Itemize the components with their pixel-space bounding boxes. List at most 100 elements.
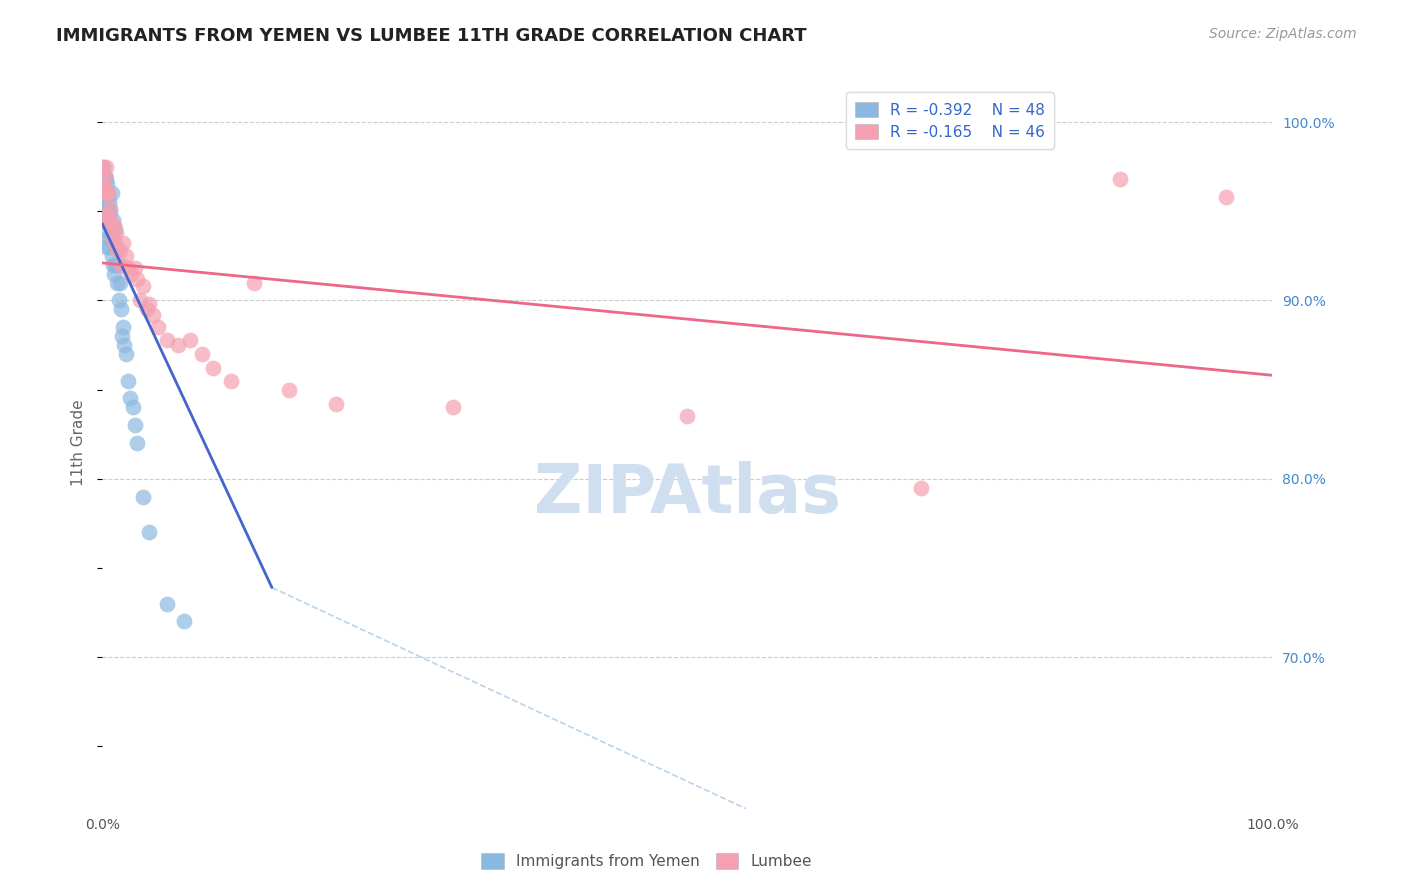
Point <box>121 267 143 281</box>
Point <box>219 374 242 388</box>
Point <box>120 392 142 406</box>
Point <box>107 244 129 258</box>
Point <box>117 261 139 276</box>
Y-axis label: 11th Grade: 11th Grade <box>72 400 86 486</box>
Point <box>93 169 115 183</box>
Point <box>97 186 120 201</box>
Point <box>93 169 115 183</box>
Point <box>202 361 225 376</box>
Point <box>441 401 464 415</box>
Point <box>155 333 177 347</box>
Point <box>127 436 149 450</box>
Point <box>96 213 118 227</box>
Point <box>117 374 139 388</box>
Point <box>93 204 115 219</box>
Point <box>94 160 117 174</box>
Point <box>93 222 115 236</box>
Point <box>97 231 120 245</box>
Point <box>96 186 118 201</box>
Text: Source: ZipAtlas.com: Source: ZipAtlas.com <box>1209 27 1357 41</box>
Point <box>105 240 128 254</box>
Point <box>98 213 121 227</box>
Point <box>104 258 127 272</box>
Point <box>111 329 134 343</box>
Point <box>124 261 146 276</box>
Point <box>103 222 125 236</box>
Point <box>94 183 117 197</box>
Point <box>190 347 212 361</box>
Point <box>173 615 195 629</box>
Point <box>94 208 117 222</box>
Point <box>100 231 122 245</box>
Text: IMMIGRANTS FROM YEMEN VS LUMBEE 11TH GRADE CORRELATION CHART: IMMIGRANTS FROM YEMEN VS LUMBEE 11TH GRA… <box>56 27 807 45</box>
Point <box>107 258 129 272</box>
Point <box>93 178 115 192</box>
Point <box>114 338 136 352</box>
Point <box>103 267 125 281</box>
Point <box>114 347 136 361</box>
Point <box>127 272 149 286</box>
Point <box>101 258 124 272</box>
Point <box>98 240 121 254</box>
Point <box>94 190 117 204</box>
Point <box>97 186 120 201</box>
Legend: Immigrants from Yemen, Lumbee: Immigrants from Yemen, Lumbee <box>475 847 818 875</box>
Point <box>93 160 115 174</box>
Point <box>1215 190 1237 204</box>
Point <box>104 222 127 236</box>
Point <box>110 258 132 272</box>
Point <box>110 302 132 317</box>
Text: ZIPAtlas: ZIPAtlas <box>534 461 841 527</box>
Point <box>112 320 135 334</box>
Point <box>101 231 124 245</box>
Point <box>93 160 115 174</box>
Point <box>98 195 121 210</box>
Point <box>128 293 150 308</box>
Point <box>114 249 136 263</box>
Point <box>100 204 122 219</box>
Point <box>100 201 122 215</box>
Point <box>132 279 155 293</box>
Point <box>112 236 135 251</box>
Point <box>108 244 131 258</box>
Point <box>93 195 115 210</box>
Point <box>96 178 118 192</box>
Point <box>243 276 266 290</box>
Point <box>93 186 115 201</box>
Point <box>108 276 131 290</box>
Point <box>910 481 932 495</box>
Point <box>104 236 127 251</box>
Point <box>1109 172 1132 186</box>
Point <box>124 418 146 433</box>
Legend: R = -0.392    N = 48, R = -0.165    N = 46: R = -0.392 N = 48, R = -0.165 N = 46 <box>846 93 1054 149</box>
Point <box>100 249 122 263</box>
Point <box>98 213 121 227</box>
Point <box>101 213 124 227</box>
Point <box>100 186 122 201</box>
Point <box>97 213 120 227</box>
Point <box>148 320 170 334</box>
Point <box>97 204 120 219</box>
Point <box>107 276 129 290</box>
Point <box>105 226 128 240</box>
Point <box>93 186 115 201</box>
Point <box>179 333 201 347</box>
Point <box>676 409 699 424</box>
Point <box>103 219 125 233</box>
Point <box>100 219 122 233</box>
Point <box>141 308 163 322</box>
Point <box>138 297 160 311</box>
Point <box>325 397 347 411</box>
Point <box>94 172 117 186</box>
Point <box>278 383 301 397</box>
Point <box>107 293 129 308</box>
Point <box>138 525 160 540</box>
Point <box>135 302 157 317</box>
Point <box>155 597 177 611</box>
Point <box>96 208 118 222</box>
Point <box>93 178 115 192</box>
Point <box>121 401 143 415</box>
Point <box>94 240 117 254</box>
Point <box>132 490 155 504</box>
Point <box>167 338 190 352</box>
